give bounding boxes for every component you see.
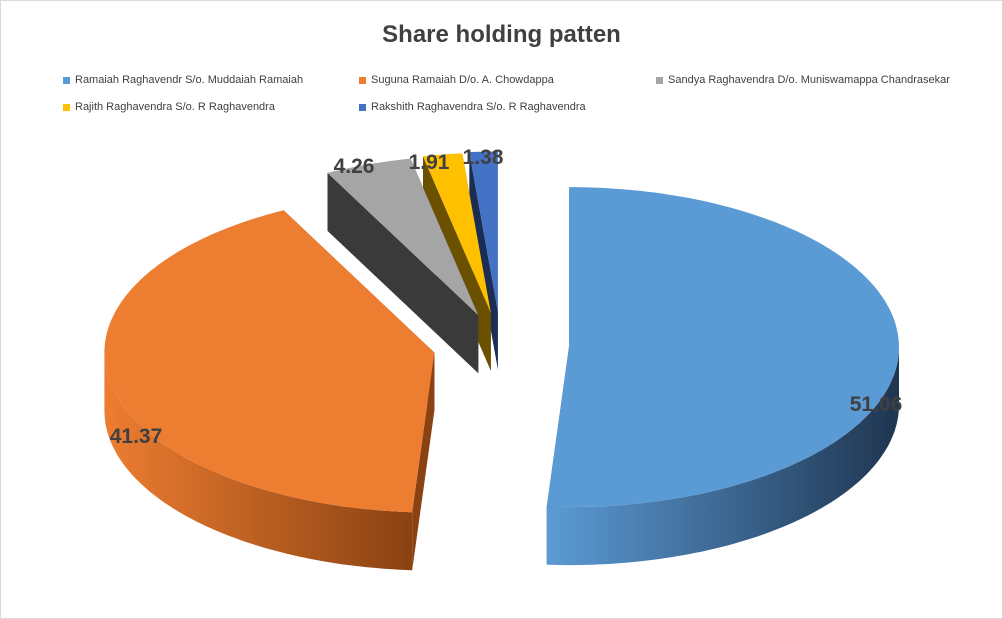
- slice-side-ramaiah: [546, 347, 899, 566]
- data-label-ramaiah: 51.06: [850, 393, 903, 416]
- legend-swatch: [656, 76, 663, 84]
- pie-slice-sandya: [327, 158, 479, 374]
- legend-swatch: [63, 76, 70, 84]
- slice-wall-sandya-0: [327, 172, 479, 374]
- legend-item-ramaiah: Ramaiah Raghavendr S/o. Muddaiah Ramaiah: [63, 74, 303, 86]
- legend-swatch: [63, 103, 70, 111]
- data-label-suguna: 41.37: [110, 425, 163, 448]
- legend-label: Ramaiah Raghavendr S/o. Muddaiah Ramaiah: [75, 74, 304, 86]
- data-label-rakshith: 1.38: [463, 146, 504, 169]
- legend-item-rakshith: Rakshith Raghavendra S/o. R Raghavendra: [359, 101, 586, 113]
- slice-top-ramaiah: [546, 187, 899, 508]
- pie-slice-suguna: [104, 210, 435, 571]
- slice-top-rajith: [423, 153, 491, 313]
- data-label-sandya: 4.26: [334, 155, 375, 178]
- legend-label: Rakshith Raghavendra S/o. R Raghavendra: [371, 101, 586, 113]
- slice-side-suguna: [104, 352, 413, 571]
- slice-wall-suguna-0: [412, 352, 435, 571]
- legend-swatch: [359, 76, 366, 84]
- chart-title: Share holding patten: [382, 21, 621, 48]
- legend-label: Sandya Raghavendra D/o. Muniswamappa Cha…: [668, 74, 950, 86]
- data-label-rajith: 1.91: [409, 151, 450, 174]
- slice-top-sandya: [327, 158, 479, 316]
- legend-item-suguna: Suguna Ramaiah D/o. A. Chowdappa: [359, 74, 554, 86]
- legend-label: Suguna Ramaiah D/o. A. Chowdappa: [371, 74, 554, 86]
- pie-slice-ramaiah: [546, 187, 899, 566]
- legend-item-rajith: Rajith Raghavendra S/o. R Raghavendra: [63, 101, 275, 113]
- slice-top-suguna: [104, 210, 435, 513]
- legend-label: Rajith Raghavendra S/o. R Raghavendra: [75, 101, 275, 113]
- slice-top-rakshith: [469, 151, 498, 312]
- legend-swatch: [359, 103, 366, 111]
- legend-item-sandya: Sandya Raghavendra D/o. Muniswamappa Cha…: [656, 74, 950, 86]
